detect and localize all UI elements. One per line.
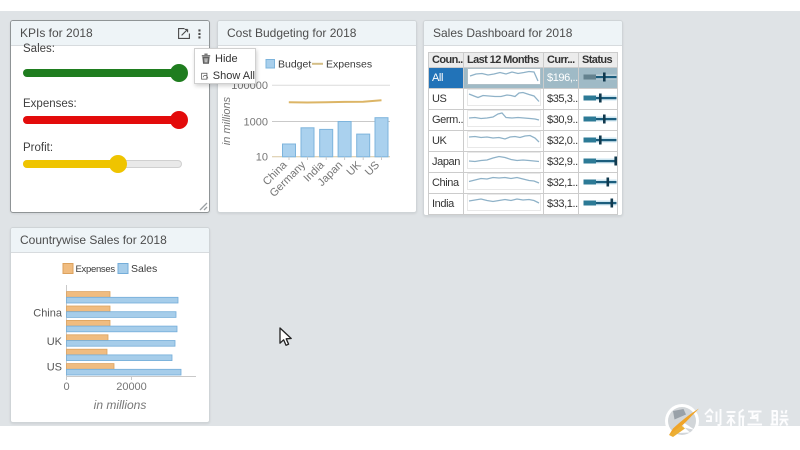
svg-text:Expenses: Expenses (76, 264, 116, 275)
svg-text:China: China (33, 308, 63, 320)
svg-text:in millions: in millions (221, 96, 233, 145)
svg-text:1000: 1000 (244, 116, 268, 128)
svg-text:in millions: in millions (94, 398, 147, 412)
svg-text:Expenses: Expenses (326, 59, 372, 71)
svg-text:Budget: Budget (278, 59, 311, 71)
svg-text:US: US (363, 159, 382, 178)
svg-text:20000: 20000 (116, 381, 147, 393)
svg-text:UK: UK (345, 159, 365, 179)
svg-text:0: 0 (63, 381, 69, 393)
svg-text:10: 10 (256, 152, 268, 164)
svg-text:US: US (47, 362, 62, 374)
svg-text:Sales: Sales (131, 263, 157, 275)
svg-text:UK: UK (47, 336, 63, 348)
